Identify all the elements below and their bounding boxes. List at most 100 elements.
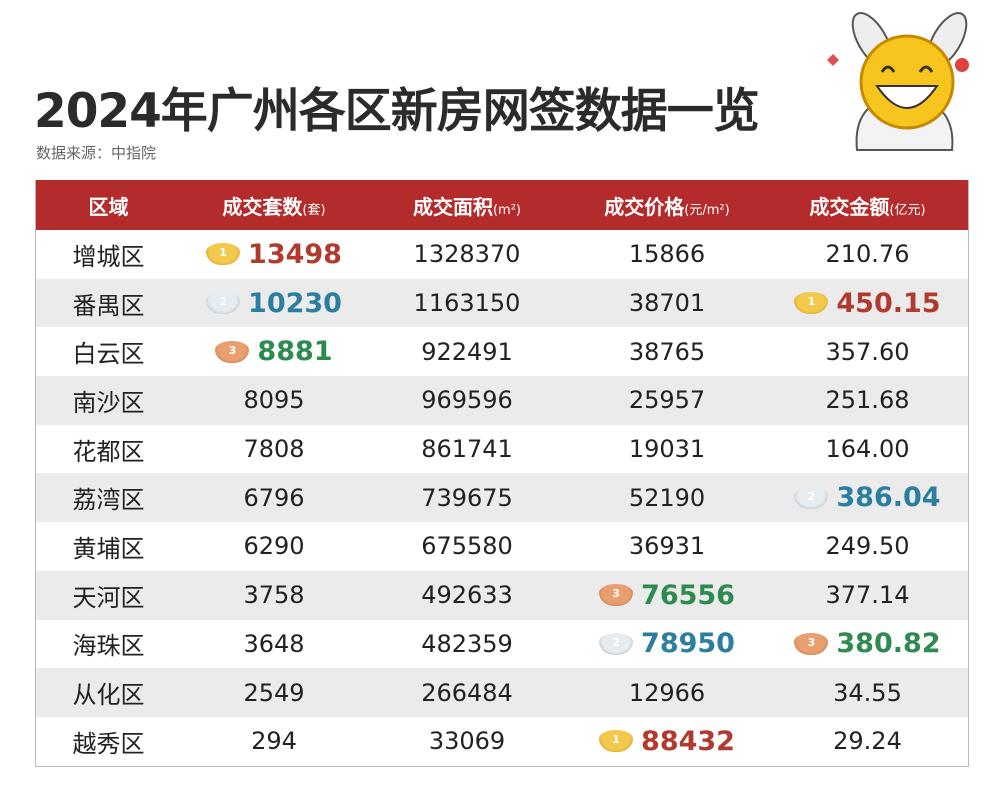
table-cell: 1 13498 — [181, 239, 367, 270]
table-row: 增城区 1 13498 1328370 15866 210.76 — [36, 230, 968, 279]
table-cell: 210.76 — [825, 240, 910, 269]
source: 数据来源：中指院 — [36, 144, 157, 162]
medal: 2 — [794, 486, 829, 509]
header-label: 区域 — [88, 194, 129, 219]
table-cell: 白云区 — [72, 340, 145, 369]
table-cell: 377.14 — [825, 581, 910, 610]
table-cell: 天河区 — [72, 583, 145, 612]
cell-value: 76556 — [641, 579, 735, 611]
column-header: 成交金额(亿元) — [767, 191, 968, 220]
table-cell: 1163150 — [413, 289, 521, 318]
table-cell: 861741 — [421, 435, 513, 464]
header-label: 成交面积 — [412, 194, 493, 219]
medal-rank: 2 — [612, 635, 620, 649]
table-cell: 海珠区 — [72, 632, 145, 661]
medal: 2 — [206, 292, 241, 315]
medal-rank: 2 — [219, 295, 227, 309]
table-body: 增城区 1 13498 1328370 15866 210.76 番禺区 2 10230 1163… — [36, 230, 968, 766]
cell-value: 13498 — [248, 238, 342, 270]
table-cell: 492633 — [421, 581, 513, 610]
title: 2024年广州各区新房网签数据一览 — [34, 84, 760, 139]
table-cell: 36931 — [628, 532, 706, 561]
header-unit: (元/m²) — [684, 202, 730, 218]
column-header: 成交面积(m²) — [367, 191, 567, 220]
table-cell: 2 386.04 — [767, 482, 968, 513]
table-cell: 7808 — [243, 435, 305, 464]
header-unit: (套) — [302, 202, 326, 218]
table-row: 天河区 3758 492633 3 76556 377.14 — [36, 570, 968, 620]
table-cell: 8095 — [243, 386, 305, 415]
table-cell: 969596 — [421, 386, 513, 415]
table-cell: 164.00 — [825, 435, 910, 464]
medal: 1 — [599, 730, 634, 753]
column-header: 区域 — [36, 191, 181, 220]
medal: 3 — [599, 584, 634, 607]
table-cell: 38701 — [628, 289, 706, 318]
mascot — [827, 12, 969, 151]
table-row: 花都区 7808 861741 19031 164.00 — [36, 425, 968, 474]
table-cell: 黄埔区 — [72, 534, 145, 563]
table-cell: 增城区 — [72, 242, 145, 271]
table-cell: 19031 — [628, 435, 706, 464]
column-header: 成交价格(元/m²) — [567, 191, 767, 220]
table-row: 白云区 3 8881 922491 38765 357.60 — [36, 327, 968, 376]
column-header: 成交套数(套) — [181, 191, 367, 220]
table-cell: 52190 — [628, 483, 706, 512]
table-cell: 739675 — [421, 483, 513, 512]
medal-rank: 3 — [228, 343, 237, 357]
table-cell: 2 10230 — [181, 288, 367, 319]
medal-rank: 1 — [612, 733, 620, 747]
table-cell: 从化区 — [72, 681, 145, 710]
medal-rank: 2 — [807, 489, 816, 503]
header-label: 成交套数 — [222, 194, 303, 219]
table-cell: 266484 — [421, 678, 513, 707]
table-row: 从化区 2549 266484 12966 34.55 — [36, 668, 968, 717]
table-cell: 294 — [251, 727, 297, 756]
table-row: 越秀区 294 33069 1 88432 29.24 — [36, 717, 968, 766]
table-row: 南沙区 8095 969596 25957 251.68 — [36, 376, 968, 425]
cell-value: 88432 — [641, 725, 735, 757]
table-cell: 482359 — [421, 629, 513, 658]
table-header: 区域 成交套数(套) 成交面积(m²) 成交价格(元/m²) 成交金额(亿元) — [36, 180, 968, 230]
medal-rank: 1 — [807, 295, 816, 309]
table-cell: 357.60 — [825, 337, 910, 366]
table-cell: 3758 — [243, 581, 305, 610]
table-cell: 34.55 — [833, 678, 902, 707]
header-label: 成交金额 — [809, 194, 890, 219]
cell-value: 78950 — [641, 628, 735, 660]
table-cell: 675580 — [421, 532, 513, 561]
medal: 1 — [206, 243, 241, 266]
table-cell: 3648 — [243, 629, 305, 658]
header-unit: (m²) — [492, 202, 522, 218]
table-cell: 251.68 — [825, 386, 910, 415]
table-cell: 南沙区 — [72, 388, 145, 417]
table-cell: 1 88432 — [567, 726, 767, 757]
table-cell: 1 450.15 — [767, 288, 968, 319]
table-cell: 12966 — [628, 678, 706, 707]
medal: 3 — [794, 632, 829, 655]
medal: 3 — [215, 340, 250, 363]
data-table: 区域 成交套数(套) 成交面积(m²) 成交价格(元/m²) 成交金额(亿元) 增城区 1… — [35, 180, 969, 767]
cell-value: 386.04 — [836, 482, 941, 514]
table-cell: 38765 — [628, 337, 706, 366]
table-cell: 越秀区 — [72, 729, 145, 758]
header-unit: (亿元) — [889, 202, 926, 218]
table-cell: 25957 — [628, 386, 706, 415]
header-label: 成交价格 — [604, 194, 685, 219]
table-cell: 花都区 — [72, 437, 145, 466]
table-cell: 3 8881 — [181, 336, 367, 367]
table-cell: 2 78950 — [567, 628, 767, 659]
medal-rank: 3 — [807, 635, 816, 649]
cell-value: 450.15 — [836, 287, 941, 319]
table-row: 荔湾区 6796 739675 52190 2 386.04 — [36, 473, 968, 523]
table-cell: 922491 — [421, 337, 513, 366]
table-cell: 249.50 — [825, 532, 910, 561]
table-cell: 3 76556 — [567, 580, 767, 611]
table-row: 海珠区 3648 482359 2 78950 3 380.82 — [36, 620, 968, 669]
medal: 2 — [599, 632, 634, 655]
medal: 1 — [794, 292, 829, 315]
table-cell: 1328370 — [413, 240, 521, 269]
medal-rank: 3 — [612, 587, 620, 601]
table-cell: 番禺区 — [72, 291, 145, 320]
